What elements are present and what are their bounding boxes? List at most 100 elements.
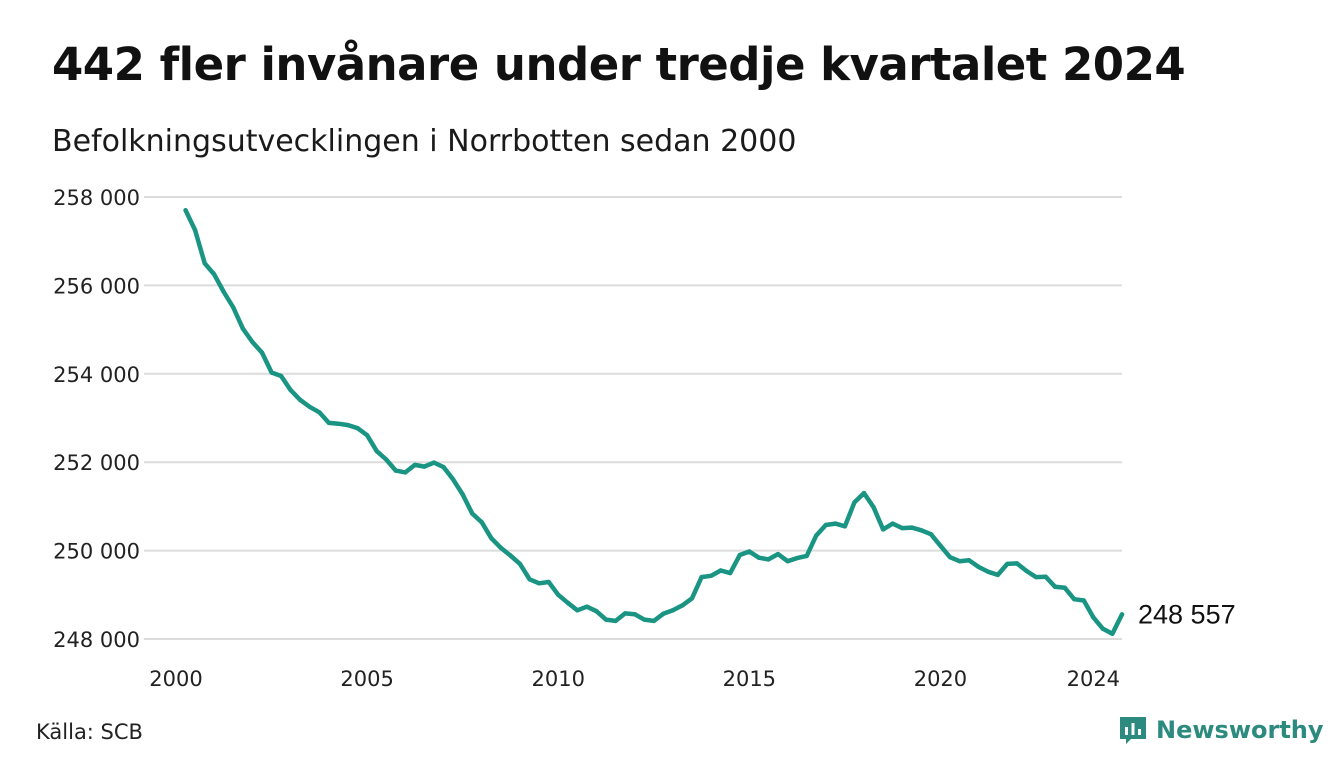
data-point xyxy=(489,536,494,541)
data-point xyxy=(374,448,379,454)
data-point xyxy=(298,397,303,403)
data-point xyxy=(680,603,685,608)
data-point xyxy=(393,468,398,473)
data-point xyxy=(785,559,790,564)
data-point xyxy=(794,555,800,561)
data-point xyxy=(814,533,819,538)
data-point xyxy=(747,549,752,554)
data-point xyxy=(852,500,857,505)
data-point xyxy=(651,618,656,624)
data-point xyxy=(192,227,198,233)
data-point xyxy=(947,555,953,560)
data-point xyxy=(470,511,475,516)
data-point xyxy=(613,618,618,624)
data-point xyxy=(422,464,427,469)
data-point xyxy=(355,426,360,431)
y-tick-label: 254 000 xyxy=(53,363,140,387)
data-point xyxy=(823,522,828,528)
data-point xyxy=(345,422,351,428)
last-value-label-group: 248 557 xyxy=(1138,599,1236,629)
data-point xyxy=(603,617,609,622)
data-point xyxy=(584,604,590,609)
gridlines xyxy=(144,196,1122,640)
data-point xyxy=(1033,574,1039,580)
data-point xyxy=(909,525,914,530)
data-point xyxy=(250,339,255,345)
x-tick-label: 2015 xyxy=(723,667,776,691)
data-point xyxy=(536,581,542,586)
data-point xyxy=(718,568,723,573)
data-point xyxy=(364,433,370,438)
data-point xyxy=(976,564,981,570)
newsworthy-logo-icon xyxy=(1120,717,1146,744)
data-point xyxy=(728,570,733,576)
y-tick-label: 258 000 xyxy=(53,186,140,210)
data-point xyxy=(661,611,666,616)
data-point xyxy=(479,520,484,525)
data-point xyxy=(1119,612,1125,617)
data-point xyxy=(1024,568,1029,574)
data-point xyxy=(842,524,848,529)
data-point xyxy=(871,505,876,510)
data-point xyxy=(594,609,599,614)
data-point xyxy=(431,460,437,465)
data-point xyxy=(708,573,714,578)
x-tick-label: 2000 xyxy=(149,667,202,691)
data-point xyxy=(326,420,332,426)
data-point xyxy=(403,470,408,475)
x-axis-ticks: 2000 2005 2010 2015 2020 2024 xyxy=(149,667,1120,691)
data-point xyxy=(546,579,551,585)
data-point xyxy=(1072,597,1077,602)
data-point xyxy=(498,545,504,551)
data-point xyxy=(565,600,570,605)
y-axis-ticks: 248 000 250 000 252 000 254 000 256 000 258 0… xyxy=(53,186,140,652)
data-point xyxy=(632,612,637,617)
data-point xyxy=(517,561,523,567)
source-note: Källa: SCB xyxy=(36,720,143,744)
y-tick-label: 256 000 xyxy=(53,274,140,298)
data-point xyxy=(928,532,934,537)
brand-name: Newsworthy xyxy=(1156,716,1324,744)
data-point xyxy=(1005,561,1010,567)
data-point xyxy=(699,574,704,580)
data-point xyxy=(212,272,217,277)
y-tick-label: 250 000 xyxy=(53,540,140,564)
data-point xyxy=(766,557,771,562)
data-point xyxy=(384,457,389,462)
data-point xyxy=(995,572,1000,578)
x-tick-label: 2010 xyxy=(531,667,584,691)
data-point xyxy=(670,608,676,613)
y-tick-label: 252 000 xyxy=(53,451,140,475)
data-point xyxy=(307,404,312,410)
data-point xyxy=(527,577,532,582)
data-point xyxy=(259,350,265,355)
data-point xyxy=(441,464,446,470)
data-point xyxy=(957,559,962,564)
data-point xyxy=(317,410,322,415)
data-point xyxy=(1043,574,1048,579)
data-point xyxy=(1091,615,1096,620)
data-point xyxy=(880,527,886,532)
data-point xyxy=(556,592,561,597)
data-point xyxy=(642,617,647,622)
data-point xyxy=(183,208,188,213)
data-point xyxy=(412,462,418,468)
y-tick-label: 248 000 xyxy=(53,628,140,652)
data-point xyxy=(756,555,762,560)
brand-logo[interactable]: Newsworthy xyxy=(1118,714,1324,746)
data-point xyxy=(288,388,293,393)
data-point xyxy=(336,421,341,426)
chart-subtitle: Befolkningsutvecklingen i Norrbotten sed… xyxy=(52,124,797,159)
x-tick-label: 2024 xyxy=(1067,667,1120,691)
chart-title: 442 fler invånare under tredje kvartalet… xyxy=(52,38,1186,91)
data-point xyxy=(1100,626,1106,631)
data-point xyxy=(737,552,742,558)
data-point xyxy=(278,373,284,379)
last-value-label: 248 557 xyxy=(1138,599,1236,629)
data-point xyxy=(804,553,809,559)
data-point xyxy=(231,305,236,310)
data-point xyxy=(689,596,695,601)
data-point xyxy=(575,608,580,613)
data-point xyxy=(1110,631,1115,636)
